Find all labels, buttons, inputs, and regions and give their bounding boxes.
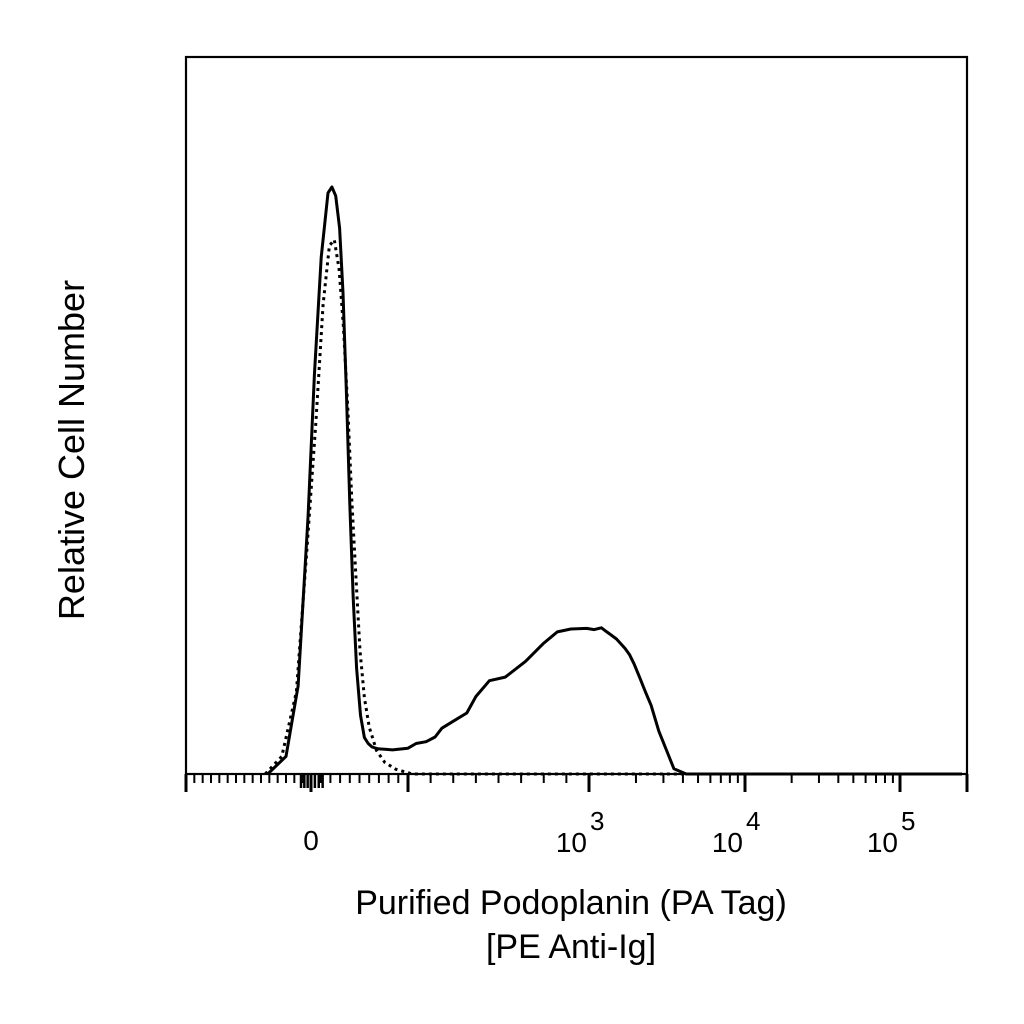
x-tick-exponent: 5 — [901, 806, 915, 836]
x-axis-label: Purified Podoplanin (PA Tag) — [355, 884, 787, 922]
x-tick-base: 0 — [303, 825, 319, 856]
x-tick-exponent: 4 — [746, 806, 760, 836]
x-tick-label: 0 — [303, 825, 319, 856]
x-tick-base: 10 — [867, 827, 898, 858]
x-tick-label: 103 — [556, 806, 605, 858]
stained-histogram-line — [266, 185, 962, 776]
x-tick-label: 104 — [712, 806, 761, 858]
plot-frame — [184, 55, 969, 776]
x-axis-label-line2: [PE Anti-Ig] — [486, 928, 656, 966]
x-tick-label: 105 — [867, 806, 916, 858]
x-tick-base: 10 — [712, 827, 743, 858]
y-axis-label: Relative Cell Number — [51, 280, 92, 620]
plot-area — [184, 55, 969, 776]
control-histogram-line — [264, 238, 962, 776]
x-tick-base: 10 — [556, 827, 587, 858]
x-tick-exponent: 3 — [590, 806, 604, 836]
series-layer — [264, 185, 962, 776]
